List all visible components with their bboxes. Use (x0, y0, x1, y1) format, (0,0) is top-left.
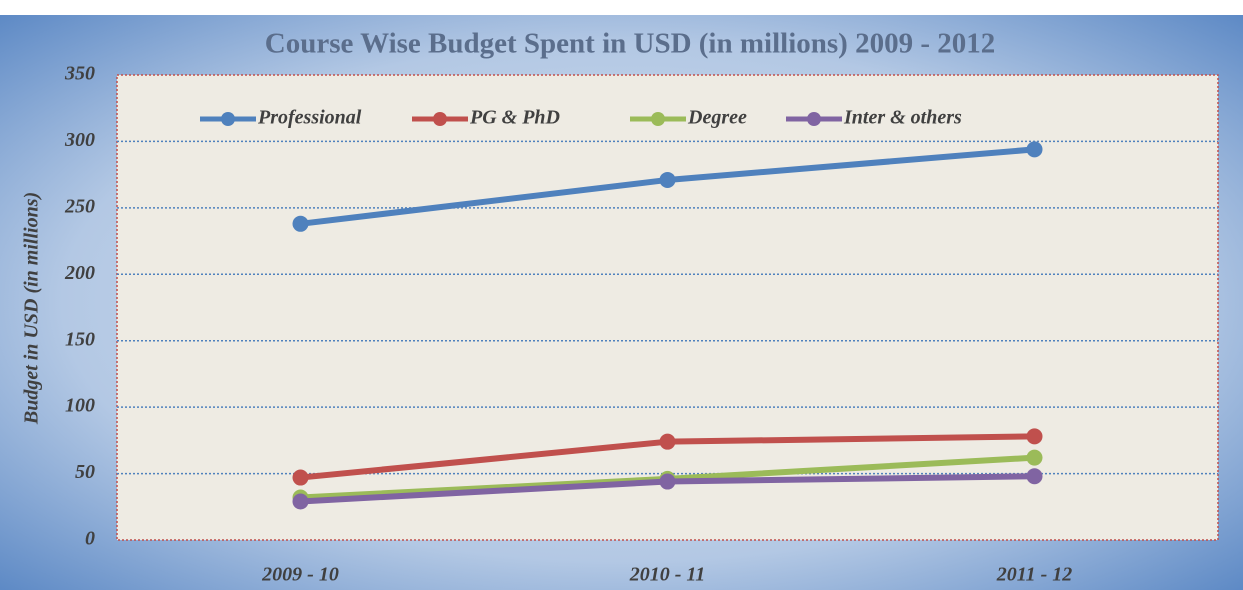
x-tick-label: 2010 - 11 (629, 564, 706, 586)
legend-label: Degree (687, 107, 747, 129)
point (659, 473, 676, 490)
y-tick-label: 150 (65, 328, 95, 350)
legend-label: Professional (257, 107, 362, 129)
point (292, 493, 309, 510)
y-tick-label: 0 (85, 528, 95, 550)
y-tick-label: 100 (65, 395, 95, 417)
point (1026, 428, 1043, 445)
legend-marker (433, 112, 447, 126)
legend-label: PG & PhD (469, 107, 560, 129)
point (659, 433, 676, 450)
y-axis-title: Budget in USD (in millions) (21, 192, 43, 425)
y-tick-label: 200 (64, 262, 95, 284)
point (292, 215, 309, 232)
chart-title: Course Wise Budget Spent in USD (in mill… (265, 28, 995, 60)
legend-marker (807, 112, 821, 126)
y-tick-label: 250 (64, 195, 95, 217)
legend-label: Inter & others (843, 107, 962, 129)
x-tick-label: 2011 - 12 (996, 564, 1073, 586)
y-tick-label: 350 (64, 63, 95, 85)
plot-area (116, 74, 1219, 541)
point (1026, 449, 1043, 466)
y-tick-label: 50 (75, 461, 95, 483)
point (1026, 468, 1043, 485)
point (1026, 141, 1043, 158)
point (292, 469, 309, 486)
legend-marker (651, 112, 665, 126)
y-tick-label: 300 (64, 129, 95, 151)
legend-marker (221, 112, 235, 126)
point (659, 171, 676, 188)
x-tick-label: 2009 - 10 (261, 564, 339, 586)
